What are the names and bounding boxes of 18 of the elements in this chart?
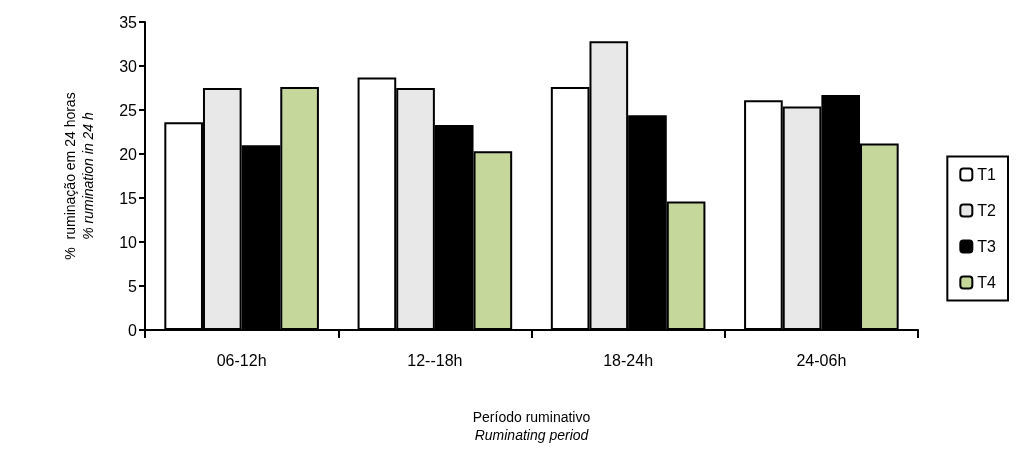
y-tick-label: 0 (128, 321, 138, 339)
legend-label: T1 (977, 166, 997, 183)
y-tick-label: 10 (119, 233, 138, 251)
x-tick-label: 24-06h (796, 351, 847, 369)
y-tick-label: 20 (119, 145, 138, 163)
x-axis-title: Período ruminativo Ruminating period (472, 409, 591, 443)
y-tick-label: 35 (119, 13, 138, 31)
y-tick-label: 5 (128, 277, 138, 295)
legend-label: T2 (977, 202, 997, 219)
x-tick-label: 12--18h (407, 351, 463, 369)
y-tick-label: 25 (119, 101, 138, 119)
x-tick-label: 18-24h (603, 351, 654, 369)
legend-label: T4 (977, 274, 997, 291)
legend-label: T3 (977, 238, 997, 255)
y-tick-label: 30 (119, 57, 138, 75)
y-axis-title: % ruminação em 24 horas % rumination in 24 h (62, 92, 96, 260)
y-tick-label: 15 (119, 189, 138, 207)
x-tick-label: 06-12h (216, 351, 267, 369)
